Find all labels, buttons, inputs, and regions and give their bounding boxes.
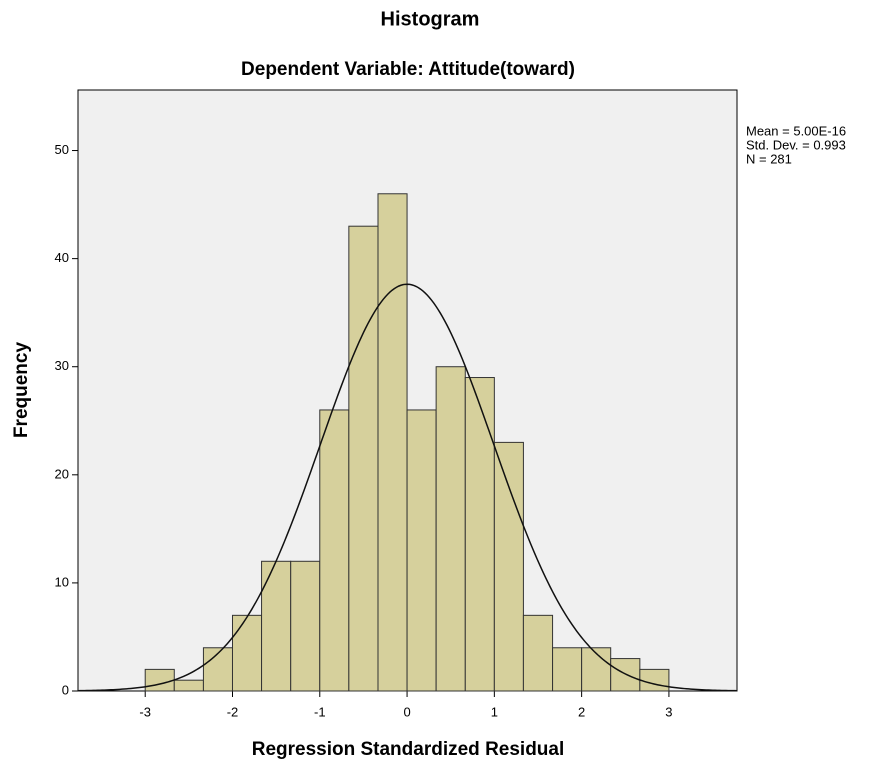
bar	[464, 377, 495, 692]
bar	[493, 441, 524, 692]
stats-annotation: Mean = 5.00E-16	[746, 123, 846, 138]
x-axis-label: Regression Standardized Residual	[252, 739, 565, 760]
y-tick-label: 30	[55, 358, 69, 373]
chart-subtitle: Dependent Variable: Attitude(toward)	[241, 59, 575, 80]
x-tick-label: -2	[227, 704, 239, 719]
bar	[144, 668, 175, 692]
y-axis-label: Frequency	[11, 342, 32, 439]
bar	[406, 409, 437, 692]
bar	[639, 668, 670, 692]
bar	[581, 647, 612, 692]
y-tick-label: 0	[62, 682, 69, 697]
x-tick-label: 2	[578, 704, 585, 719]
x-tick-label: -1	[314, 704, 326, 719]
normal-curve	[77, 283, 738, 692]
y-tick-label: 10	[55, 574, 69, 589]
bar	[348, 225, 379, 692]
x-tick-label: 3	[665, 704, 672, 719]
bar	[202, 647, 233, 692]
bar	[290, 560, 321, 692]
bar	[552, 647, 583, 692]
x-tick-label: -3	[139, 704, 151, 719]
stats-annotation: N = 281	[746, 151, 792, 166]
y-tick-label: 50	[55, 142, 69, 157]
bar	[435, 366, 466, 692]
bar	[231, 614, 263, 692]
bar	[610, 658, 641, 692]
chart-title: Histogram	[381, 8, 480, 30]
bar	[319, 409, 350, 692]
bar	[173, 679, 204, 692]
bar	[261, 560, 292, 692]
stats-annotation: Std. Dev. = 0.993	[746, 137, 846, 152]
bar	[377, 193, 408, 692]
y-tick-label: 20	[55, 466, 69, 481]
bar	[522, 614, 554, 692]
y-tick-label: 40	[55, 250, 69, 265]
x-tick-label: 1	[491, 704, 498, 719]
x-tick-label: 0	[403, 704, 410, 719]
